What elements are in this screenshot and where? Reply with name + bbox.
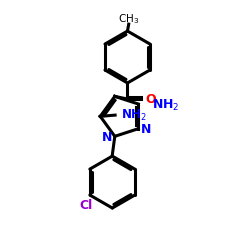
Text: N: N xyxy=(102,131,112,144)
Text: CH$_3$: CH$_3$ xyxy=(118,12,139,26)
Text: O: O xyxy=(145,92,156,106)
Text: N: N xyxy=(141,124,152,136)
Text: Cl: Cl xyxy=(80,199,93,212)
Text: NH$_2$: NH$_2$ xyxy=(152,98,179,113)
Text: NH$_2$: NH$_2$ xyxy=(121,108,147,123)
